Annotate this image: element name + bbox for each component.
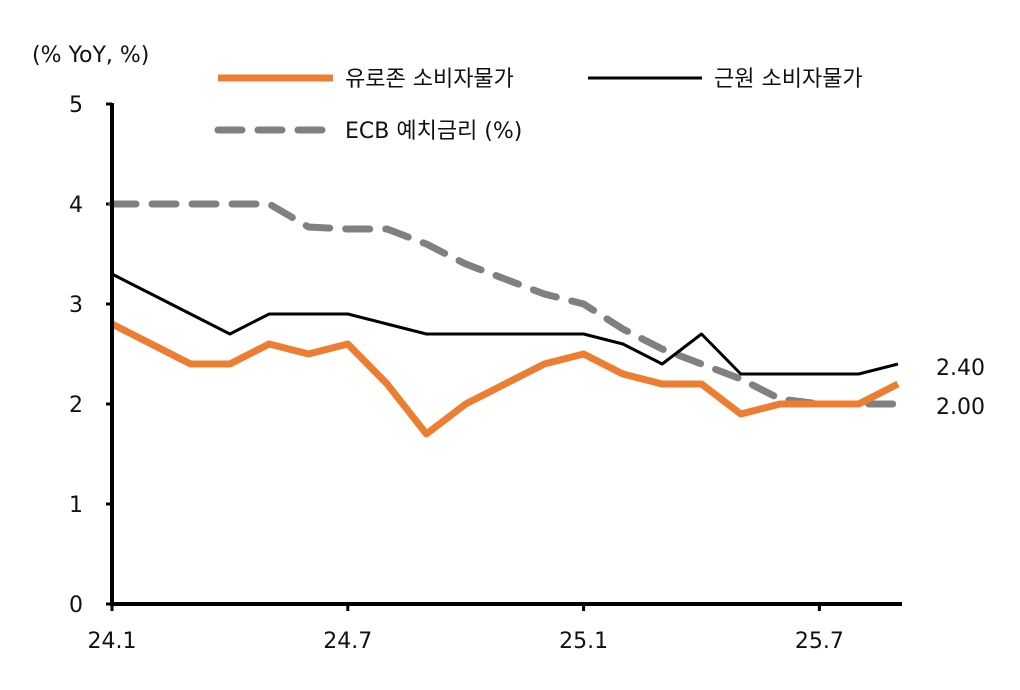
y-tick-label: 1 xyxy=(69,493,83,518)
series-line-1 xyxy=(111,272,899,376)
x-tick-label: 25.7 xyxy=(795,629,844,654)
annotation-core-last: 2.40 xyxy=(936,356,985,381)
annotation-ecb-last: 2.00 xyxy=(936,395,985,420)
y-tick-label: 4 xyxy=(69,193,83,218)
legend-label-eurozone-cpi: 유로존 소비자물가 xyxy=(345,67,514,92)
x-tick-label: 24.1 xyxy=(88,629,137,654)
x-tick-label: 25.1 xyxy=(559,629,608,654)
y-tick-label: 5 xyxy=(69,93,83,118)
y-tick-label: 3 xyxy=(69,293,83,318)
unit-label: (% YoY, %) xyxy=(32,43,149,68)
y-tick-label: 0 xyxy=(69,593,83,618)
legend: 유로존 소비자물가 근원 소비자물가 ECB 예치금리 (%) xyxy=(214,67,863,144)
y-tick-label: 2 xyxy=(69,393,83,418)
series-line-0 xyxy=(110,320,900,438)
legend-label-ecb-rate: ECB 예치금리 (%) xyxy=(345,119,522,144)
x-tick-label: 24.7 xyxy=(323,629,372,654)
legend-label-core-cpi: 근원 소비자물가 xyxy=(714,67,863,92)
